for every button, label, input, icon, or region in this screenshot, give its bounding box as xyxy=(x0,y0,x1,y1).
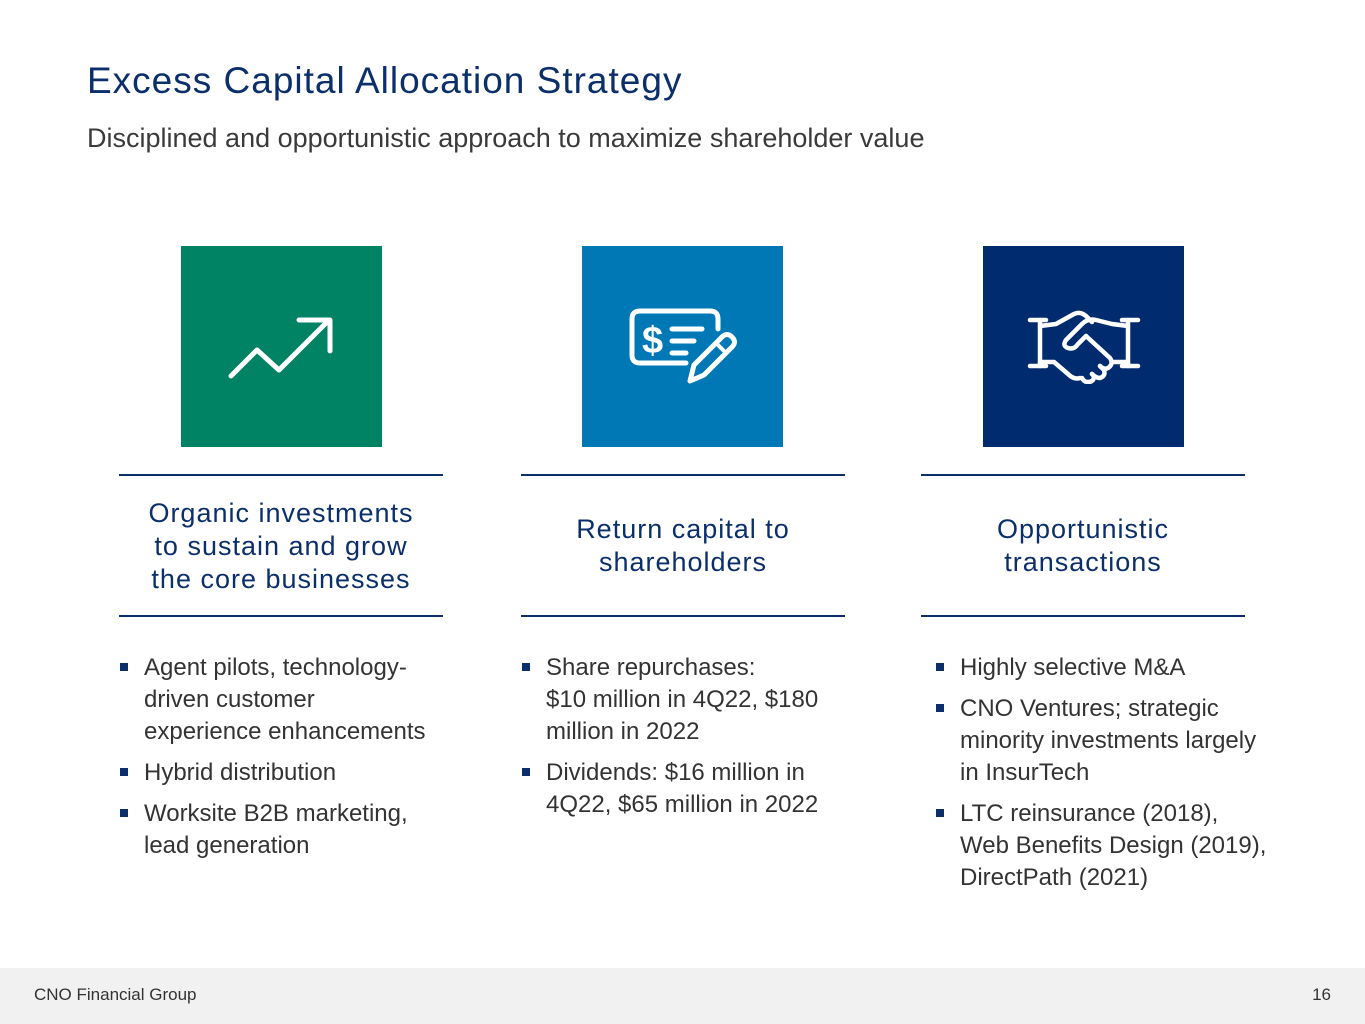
heading-line: the core businesses xyxy=(151,563,411,594)
bullet-marker xyxy=(936,809,944,817)
bullet-marker xyxy=(936,704,944,712)
heading-bottom-rule xyxy=(921,615,1245,617)
bullet-list: Share repurchases: $10 million in 4Q22, … xyxy=(521,652,866,830)
column-heading: Return capital to shareholders xyxy=(521,478,845,614)
check-pen-icon-tile: $ xyxy=(582,246,783,447)
footer-company-name: CNO Financial Group xyxy=(34,985,197,1004)
bullet-item: Worksite B2B marketing, lead generation xyxy=(119,798,464,862)
trend-up-icon-tile xyxy=(181,246,382,447)
bullet-marker xyxy=(936,663,944,671)
bullet-marker xyxy=(522,768,530,776)
heading-bottom-rule xyxy=(521,615,845,617)
slide-title: Excess Capital Allocation Strategy xyxy=(87,60,683,101)
column-heading: Organic investments to sustain and grow … xyxy=(119,478,443,614)
page-number: 16 xyxy=(1312,985,1331,1004)
heading-top-rule xyxy=(521,474,845,476)
trend-up-icon xyxy=(228,317,332,378)
heading-line: transactions xyxy=(1004,547,1162,577)
heading-line: Organic investments xyxy=(148,497,414,528)
bullet-item: CNO Ventures; strategic minority investm… xyxy=(935,693,1315,789)
bullet-item: LTC reinsurance (2018), Web Benefits Des… xyxy=(935,798,1315,894)
bullet-marker xyxy=(120,768,128,776)
heading-line: Return capital to xyxy=(576,514,790,544)
heading-line: to sustain and grow xyxy=(154,530,408,561)
bullet-marker xyxy=(120,809,128,817)
handshake-icon-tile xyxy=(983,246,1184,447)
bullet-item: Share repurchases: $10 million in 4Q22, … xyxy=(521,652,866,748)
heading-top-rule xyxy=(921,474,1245,476)
heading-line: Opportunistic xyxy=(996,514,1170,544)
check-pen-icon: $ xyxy=(629,308,737,383)
heading-line: shareholders xyxy=(598,547,768,577)
heading-top-rule xyxy=(119,474,443,476)
handshake-icon xyxy=(1027,310,1140,384)
bullet-list: Agent pilots, technology- driven custome… xyxy=(119,652,464,871)
bullet-item: Highly selective M&A xyxy=(935,652,1315,684)
column-heading: Opportunistic transactions xyxy=(921,478,1245,614)
bullet-item: Hybrid distribution xyxy=(119,757,464,789)
heading-bottom-rule xyxy=(119,615,443,617)
svg-text:$: $ xyxy=(642,320,663,362)
bullet-list: Highly selective M&A CNO Ventures; strat… xyxy=(935,652,1315,903)
slide-subtitle: Disciplined and opportunistic approach t… xyxy=(87,123,925,153)
bullet-marker xyxy=(120,663,128,671)
bullet-marker xyxy=(522,663,530,671)
bullet-item: Dividends: $16 million in 4Q22, $65 mill… xyxy=(521,757,866,821)
bullet-item: Agent pilots, technology- driven custome… xyxy=(119,652,464,748)
slide-footer: CNO Financial Group 16 xyxy=(0,968,1365,1024)
